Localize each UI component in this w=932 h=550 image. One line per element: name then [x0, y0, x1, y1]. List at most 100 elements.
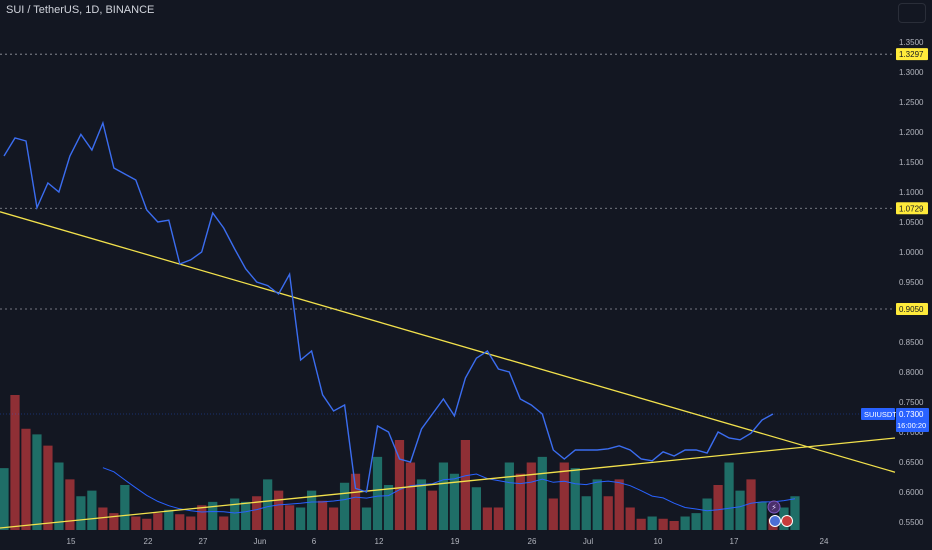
volume-bar	[120, 485, 130, 530]
volume-bar	[680, 516, 690, 530]
trendline-descending[interactable]	[0, 211, 896, 473]
volume-bar	[559, 462, 569, 530]
volume-bar	[592, 479, 602, 530]
volume-bar	[713, 485, 723, 530]
volume-bar	[142, 518, 152, 530]
volume-bar	[76, 496, 86, 530]
volume-bar	[460, 440, 471, 530]
volume-bar	[570, 468, 580, 530]
volume-bar	[647, 516, 657, 530]
volume-bar	[131, 516, 141, 530]
volume-bar	[208, 501, 218, 530]
volume-bar	[757, 501, 767, 530]
volume-layer	[0, 395, 800, 530]
y-tick-label: 1.1000	[899, 188, 924, 197]
y-tick-label: 0.8000	[899, 368, 924, 377]
x-tick-label: Jul	[583, 537, 593, 546]
volume-ma-line	[102, 467, 796, 514]
volume-bar	[636, 518, 646, 530]
x-tick-label: 12	[375, 537, 384, 546]
price-labels: 1.3297 1.0729 0.9050 SUIUSDT 0.7300 16:00:20	[861, 48, 929, 432]
volume-bar	[241, 501, 251, 530]
x-tick-label: 15	[67, 537, 76, 546]
level-price-tag	[896, 303, 928, 315]
volume-bar	[471, 487, 481, 530]
volume-bar	[504, 462, 514, 530]
volume-bar	[438, 462, 449, 530]
y-tick-label: 0.9500	[899, 278, 924, 287]
volume-bar	[405, 462, 416, 530]
volume-bar	[32, 434, 42, 530]
trendlines	[0, 211, 896, 529]
volume-bar	[109, 513, 119, 530]
volume-bar	[317, 500, 328, 530]
us-flag-event-icon[interactable]	[781, 515, 793, 527]
volume-bar	[153, 513, 163, 530]
volume-bar	[669, 521, 679, 530]
volume-bar	[625, 507, 635, 530]
volume-bar	[548, 498, 558, 530]
y-axis: 1.3500 1.3000 1.2500 1.2000 1.1500 1.1000 1.05…	[899, 38, 924, 527]
us-flag-event-icon[interactable]	[769, 515, 781, 527]
volume-bar	[449, 473, 460, 530]
volume-bar	[175, 514, 185, 530]
volume-bar	[285, 505, 295, 530]
volume-bar	[296, 507, 306, 530]
volume-bar	[0, 468, 9, 530]
volume-bar	[219, 516, 229, 530]
volume-bar	[230, 498, 240, 530]
last-price-text: 0.7300	[899, 410, 924, 419]
x-tick-label: 26	[528, 537, 537, 546]
volume-bar	[306, 490, 317, 530]
y-tick-label: 1.1500	[899, 158, 924, 167]
y-tick-label: 1.3500	[899, 38, 924, 47]
volume-bar	[493, 507, 503, 530]
y-tick-label: 0.5500	[899, 518, 924, 527]
x-axis: 15 22 27 Jun 6 12 19 26 Jul 10 17 24	[67, 537, 829, 546]
x-tick-label: 17	[730, 537, 739, 546]
volume-bar	[263, 479, 273, 530]
volume-bar	[87, 490, 97, 530]
y-tick-label: 1.2000	[899, 128, 924, 137]
volume-bar	[515, 473, 525, 530]
volume-bar	[702, 498, 712, 530]
volume-bar	[339, 482, 350, 530]
symbol-tag	[861, 408, 895, 420]
volume-bar	[43, 445, 53, 530]
y-tick-label: 0.8500	[899, 338, 924, 347]
last-price-tag	[896, 408, 929, 432]
lightning-event-icon[interactable]	[767, 500, 781, 514]
x-tick-label: 24	[820, 537, 829, 546]
volume-bar	[691, 513, 701, 530]
volume-bar	[746, 479, 756, 530]
y-tick-label: 0.6500	[899, 458, 924, 467]
volume-bar	[416, 479, 427, 530]
y-tick-label: 1.3000	[899, 68, 924, 77]
level-price-tag	[896, 202, 928, 215]
chart-settings-button[interactable]	[898, 3, 926, 23]
event-icons: ⚡	[767, 500, 793, 527]
volume-bar	[54, 462, 64, 530]
volume-bar	[164, 509, 174, 530]
y-tick-label: 1.0500	[899, 218, 924, 227]
x-tick-label: 6	[312, 537, 317, 546]
y-tick-label: 0.7000	[899, 428, 924, 437]
volume-bar	[790, 496, 800, 530]
level-lines	[0, 53, 895, 415]
level-price-tag	[896, 48, 928, 61]
volume-bar	[10, 395, 20, 530]
volume-bar	[328, 507, 339, 530]
volume-bar	[658, 518, 668, 530]
countdown-text: 16:00:20	[897, 421, 926, 430]
y-tick-label: 0.6000	[899, 488, 924, 497]
volume-bar	[735, 490, 745, 530]
trendline-ascending[interactable]	[0, 437, 896, 529]
y-tick-label: 0.7500	[899, 398, 924, 407]
volume-bar	[427, 490, 438, 530]
volume-bar	[394, 440, 405, 530]
volume-bar	[361, 507, 372, 530]
symbol-title: SUI / TetherUS, 1D, BINANCE	[6, 4, 155, 16]
y-tick-label: 1.0000	[899, 248, 924, 257]
level-price-text: 0.9050	[899, 305, 924, 314]
